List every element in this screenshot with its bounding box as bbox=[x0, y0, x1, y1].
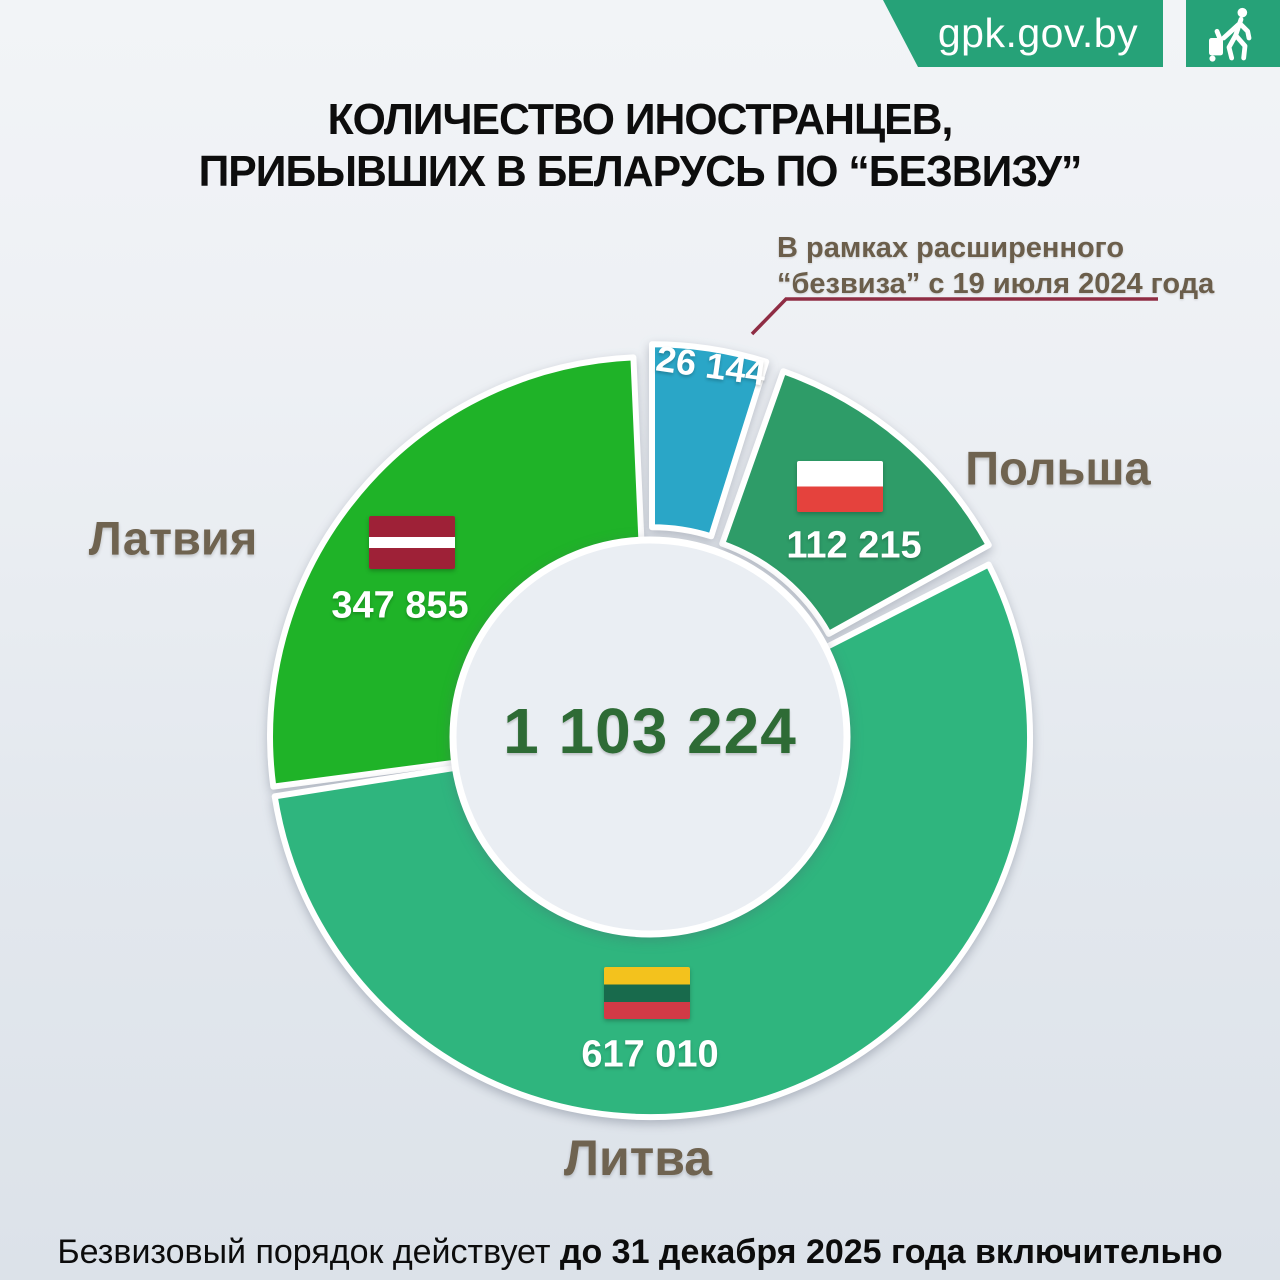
annotation-line-2: “безвиза” с 19 июля 2024 года bbox=[777, 268, 1215, 300]
site-banner: gpk.gov.by bbox=[883, 0, 1163, 67]
label-lithuania: Литва bbox=[563, 1130, 713, 1186]
value-poland: 112 215 bbox=[786, 524, 922, 567]
footer-bold: до 31 декабря 2025 года включительно bbox=[559, 1233, 1223, 1271]
footer-note: Безвизовый порядок действует до 31 декаб… bbox=[0, 1233, 1280, 1272]
expanded-visa-annotation: В рамках расширенного “безвиза” с 19 июл… bbox=[777, 230, 1247, 302]
page-title: КОЛИЧЕСТВО ИНОСТРАНЦЕВ, ПРИБЫВШИХ В БЕЛА… bbox=[19, 94, 1261, 198]
total-value: 1 103 224 bbox=[503, 695, 797, 767]
lithuania-flag bbox=[604, 967, 690, 1019]
donut-hole bbox=[449, 536, 851, 938]
site-url: gpk.gov.by bbox=[937, 10, 1139, 56]
label-latvia: Латвия bbox=[88, 511, 258, 565]
value-lithuania: 617 010 bbox=[581, 1033, 719, 1076]
footer-normal: Безвизовый порядок действует bbox=[57, 1233, 560, 1271]
slice-expanded_visa_free bbox=[649, 341, 770, 540]
annotation-line-1: В рамках расширенного bbox=[777, 232, 1125, 264]
poland-flag bbox=[797, 461, 883, 512]
title-line-2: ПРИБЫВШИХ В БЕЛАРУСЬ ПО “БЕЗВИЗУ” bbox=[198, 147, 1083, 196]
callout-line bbox=[750, 297, 1158, 336]
value-latvia: 347 855 bbox=[331, 584, 469, 627]
title-line-1: КОЛИЧЕСТВО ИНОСТРАНЦЕВ, bbox=[327, 95, 954, 144]
latvia-flag bbox=[369, 516, 455, 569]
donut-slices bbox=[267, 341, 1034, 1121]
traveler-icon-box bbox=[1186, 0, 1280, 67]
label-poland: Польша bbox=[965, 441, 1151, 495]
traveler-icon bbox=[1209, 7, 1252, 62]
